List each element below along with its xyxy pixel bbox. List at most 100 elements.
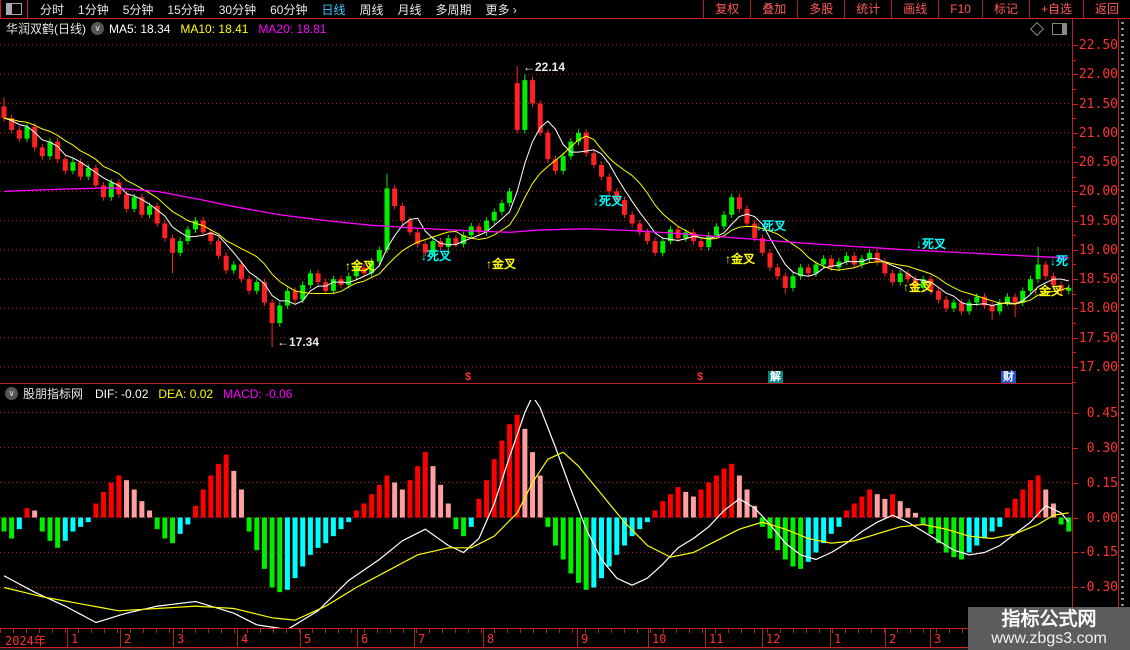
tool-item-F10[interactable]: F10 (938, 0, 982, 19)
candle-body (1020, 290, 1026, 303)
indicator-name[interactable]: 股朋指标网 (23, 387, 84, 401)
macd-hist-bar (798, 517, 804, 569)
macd-hist-bar (951, 517, 957, 558)
month-label: 6 (361, 632, 369, 646)
chevron-down-icon[interactable]: ∨ (5, 387, 18, 400)
tool-item-画线[interactable]: 画线 (891, 0, 938, 19)
event-badge[interactable]: $ (465, 371, 472, 383)
macd-hist-bar (32, 510, 38, 518)
macd-hist-bar (721, 468, 727, 518)
candle-body (951, 302, 957, 309)
month-label: 4 (241, 632, 249, 646)
candle-body (1035, 264, 1041, 280)
month-label: 10 (652, 632, 667, 646)
macd-axis-label: -0.15 (1078, 545, 1118, 561)
period-item-月线[interactable]: 月线 (397, 2, 422, 17)
candle-body (1027, 279, 1033, 291)
macd-hist-bar (1, 517, 7, 532)
tool-item-返回[interactable]: 返回 (1082, 0, 1130, 19)
month-boundary (237, 629, 238, 647)
period-item-1分钟[interactable]: 1分钟 (78, 2, 109, 17)
chevron-down-icon[interactable]: ∨ (91, 22, 104, 35)
candle-body (752, 223, 758, 239)
chart-annotation: ↑金叉 (903, 280, 934, 294)
candle-body (392, 188, 398, 206)
period-item-30分钟[interactable]: 30分钟 (218, 2, 257, 17)
price-axis-label: 20.00 (1078, 184, 1118, 200)
candle-body (583, 132, 589, 154)
candle-body (269, 302, 275, 324)
ma-line (3, 117, 1069, 305)
tool-item-叠加[interactable]: 叠加 (750, 0, 797, 19)
candle-body (966, 302, 972, 312)
candle-body (361, 267, 367, 274)
macd-hist-bar (407, 480, 413, 518)
candle-body (606, 176, 612, 192)
month-boundary (300, 629, 301, 647)
tool-item-+自选[interactable]: +自选 (1028, 0, 1083, 19)
window-layout-icon-box[interactable] (0, 0, 28, 18)
month-label: 3 (934, 632, 942, 646)
candle-body (897, 273, 903, 283)
period-item-15分钟[interactable]: 15分钟 (167, 2, 205, 17)
event-badge[interactable]: $ (697, 371, 704, 383)
macd-hist-bar (644, 517, 650, 523)
event-badge[interactable]: 解 (768, 371, 783, 383)
candle-body (667, 229, 673, 242)
panel-divider (0, 383, 1072, 384)
candle-body (713, 226, 719, 236)
macd-hist-bar (545, 517, 551, 527)
price-axis-tick (1072, 74, 1078, 76)
candlestick-chart[interactable] (0, 38, 1130, 383)
period-item-更多 ›[interactable]: 更多 › (485, 2, 517, 17)
macd-hist-bar (736, 475, 742, 518)
candle-body (39, 147, 45, 157)
macd-hist-bar (530, 452, 536, 518)
macd-hist-bar (874, 494, 880, 518)
macd-hist-bar (93, 503, 99, 518)
period-item-日线[interactable]: 日线 (321, 2, 346, 17)
macd-hist-bar (522, 428, 528, 518)
candle-body (170, 238, 176, 253)
macd-hist-bar (813, 517, 819, 553)
stock-title[interactable]: 华润双鹤(日线) (6, 22, 86, 36)
period-item-60分钟[interactable]: 60分钟 (270, 2, 308, 17)
month-label: 5 (304, 632, 312, 646)
candle-body (981, 296, 987, 306)
candle-body (507, 191, 513, 204)
macd-hist-bar (70, 517, 76, 532)
tool-item-统计[interactable]: 统计 (844, 0, 891, 19)
candle-body (369, 261, 375, 274)
tool-item-多股[interactable]: 多股 (797, 0, 844, 19)
period-item-周线[interactable]: 周线 (359, 2, 384, 17)
macd-hist-bar (124, 480, 130, 518)
macd-hist-bar (1004, 508, 1010, 518)
macd-hist-bar (859, 496, 865, 518)
candle-body (522, 80, 528, 130)
macd-hist-bar (598, 517, 604, 579)
month-label: 8 (487, 632, 495, 646)
macd-axis-label: 0.00 (1086, 510, 1118, 526)
candle-body (254, 282, 260, 291)
candle-body (70, 162, 76, 171)
panel-toggle-icon[interactable] (1052, 23, 1067, 35)
period-item-5分钟[interactable]: 5分钟 (122, 2, 154, 17)
period-item-多周期[interactable]: 多周期 (435, 2, 472, 17)
event-badge[interactable]: 财 (1001, 371, 1016, 383)
macd-hist-bar (139, 501, 145, 518)
month-boundary (885, 629, 886, 647)
diamond-icon[interactable] (1029, 21, 1045, 37)
macd-chart[interactable] (0, 400, 1130, 628)
macd-hist-bar (208, 475, 214, 518)
macd-hist-bar (62, 517, 68, 541)
tool-item-复权[interactable]: 复权 (703, 0, 750, 19)
macd-hist-bar (231, 470, 237, 518)
right-scroll-strip[interactable] (1121, 22, 1124, 618)
candle-body (399, 205, 405, 221)
period-item-分时[interactable]: 分时 (40, 2, 65, 17)
macd-hist-bar (560, 517, 566, 560)
ma-line (3, 451, 1069, 621)
macd-hist-bar (369, 494, 375, 518)
macd-hist-bar (844, 510, 850, 518)
tool-item-标记[interactable]: 标记 (981, 0, 1029, 19)
